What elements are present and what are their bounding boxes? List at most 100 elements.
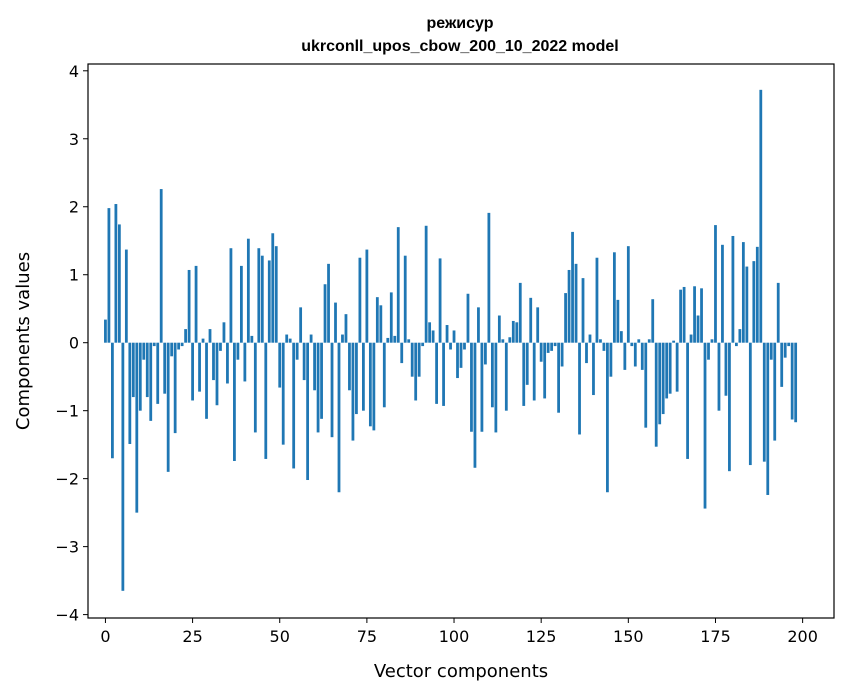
bar-196 — [787, 342, 791, 347]
bar-88 — [410, 342, 414, 377]
bar-148 — [619, 331, 623, 343]
bar-168 — [689, 334, 693, 343]
bar-152 — [633, 342, 637, 367]
y-tick-label--2: −2 — [55, 470, 79, 489]
bar-40 — [243, 342, 247, 382]
bar-190 — [766, 342, 770, 495]
bar-173 — [707, 342, 710, 360]
bar-70 — [348, 342, 351, 391]
bar-180 — [731, 235, 735, 343]
bar-52 — [285, 334, 289, 343]
bar-59 — [309, 334, 313, 343]
bar-113 — [497, 315, 501, 343]
y-tick-label-2: 2 — [69, 198, 79, 217]
bar-182 — [738, 329, 742, 343]
bar-39 — [239, 265, 243, 343]
x-tick-label-150: 150 — [613, 627, 644, 646]
bar-187 — [755, 246, 759, 343]
bar-10 — [138, 342, 142, 411]
bar-172 — [703, 342, 707, 509]
bar-133 — [567, 269, 571, 343]
bar-123 — [532, 342, 536, 401]
bar-193 — [776, 282, 780, 343]
bar-47 — [267, 260, 271, 343]
bar-132 — [564, 293, 567, 343]
bar-86 — [403, 255, 407, 343]
bar-4 — [117, 224, 121, 343]
bar-120 — [522, 342, 526, 406]
bar-174 — [710, 339, 714, 343]
bar-63 — [323, 284, 327, 343]
bar-37 — [233, 342, 236, 461]
bar-20 — [173, 342, 177, 434]
bar-166 — [682, 286, 686, 343]
bar-12 — [145, 342, 149, 398]
bar-108 — [480, 342, 484, 432]
bar-110 — [487, 212, 491, 343]
bar-107 — [477, 307, 480, 343]
chart-title-line-1: режисур — [427, 15, 494, 32]
bar-55 — [295, 342, 299, 360]
x-tick-label-75: 75 — [357, 627, 377, 646]
bar-93 — [428, 322, 432, 343]
bar-143 — [602, 342, 606, 351]
bar-43 — [253, 342, 257, 433]
bar-62 — [320, 342, 323, 419]
bar-44 — [257, 248, 261, 343]
bar-155 — [644, 342, 648, 428]
bar-42 — [250, 335, 254, 343]
bar-157 — [651, 299, 655, 343]
bar-83 — [393, 335, 397, 343]
bar-74 — [362, 342, 365, 411]
bar-51 — [281, 342, 285, 445]
bar-32 — [215, 342, 219, 406]
bar-125 — [539, 342, 543, 362]
bar-38 — [236, 342, 240, 360]
bar-141 — [595, 257, 599, 343]
bar-160 — [661, 342, 665, 415]
bar-27 — [198, 342, 201, 392]
bar-50 — [278, 342, 282, 388]
bar-68 — [341, 334, 344, 343]
bar-115 — [504, 342, 508, 411]
bar-61 — [316, 342, 320, 433]
bar-8 — [131, 342, 135, 398]
bar-153 — [637, 339, 641, 343]
bar-100 — [452, 330, 456, 343]
bar-48 — [271, 233, 275, 343]
bar-126 — [543, 342, 547, 399]
bar-169 — [693, 286, 696, 343]
x-tick-label-0: 0 — [100, 627, 110, 646]
bar-69 — [344, 314, 348, 343]
bar-75 — [365, 249, 369, 343]
y-tick-label--3: −3 — [55, 538, 79, 557]
bar-161 — [665, 342, 669, 399]
bar-30 — [208, 329, 212, 343]
bar-19 — [170, 342, 174, 357]
x-tick-label-125: 125 — [526, 627, 557, 646]
bar-142 — [599, 339, 602, 343]
bar-188 — [759, 89, 763, 343]
x-tick-label-25: 25 — [182, 627, 202, 646]
bar-78 — [375, 297, 379, 343]
bar-189 — [762, 342, 766, 462]
bar-104 — [466, 293, 470, 343]
bar-111 — [490, 342, 494, 408]
bar-56 — [299, 307, 303, 343]
bar-41 — [246, 238, 250, 343]
bar-183 — [741, 242, 745, 343]
y-tick-label-1: 1 — [69, 266, 79, 285]
bar-129 — [553, 342, 557, 347]
y-tick-label--4: −4 — [55, 606, 79, 625]
bar-116 — [508, 337, 512, 343]
bar-145 — [609, 342, 613, 377]
bar-192 — [773, 342, 777, 441]
bar-198 — [794, 342, 798, 423]
bar-92 — [424, 225, 428, 343]
bar-101 — [456, 342, 459, 379]
bar-159 — [658, 342, 662, 425]
bar-16 — [159, 189, 163, 343]
bar-76 — [368, 342, 372, 427]
bar-175 — [714, 225, 717, 343]
bar-171 — [700, 288, 703, 343]
